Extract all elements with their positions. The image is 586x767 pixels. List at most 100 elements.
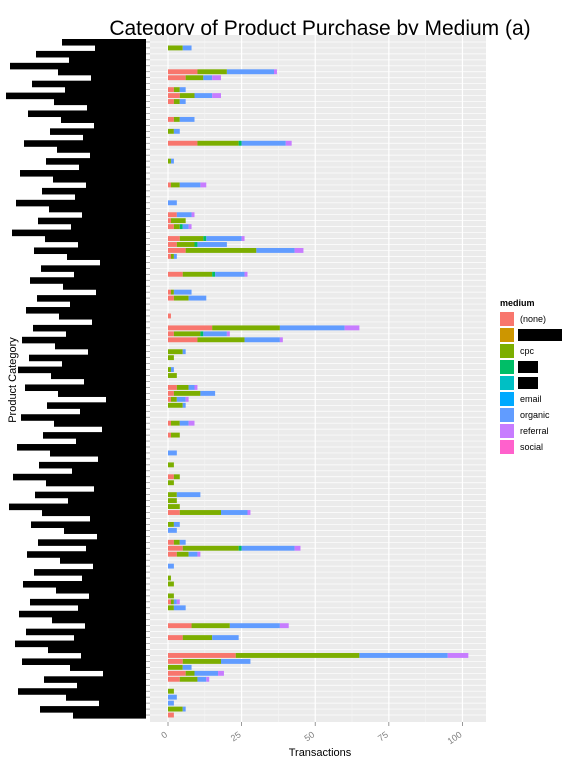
category-label-redacted [10, 62, 146, 70]
bar-segment-organic [200, 390, 216, 396]
bar-segment-organic [173, 289, 192, 295]
bar-segment-organic [176, 212, 192, 218]
bar-segment-organic [182, 706, 186, 712]
category-label-redacted [62, 39, 146, 46]
category-label-redacted [75, 193, 146, 201]
bar-segment-referral [241, 236, 245, 241]
category-label-redacted [22, 336, 146, 344]
x-tick-label: 0 [159, 729, 169, 740]
bar-segment-organic [226, 69, 274, 75]
bar-segment-cpc [182, 658, 221, 664]
bar-segment-organic [188, 551, 198, 557]
bar-segment-cpc2 [200, 331, 204, 337]
legend: medium (none) cpc email organic referral soci… [500, 298, 562, 454]
category-label-redacted [67, 253, 146, 260]
bar-segment-referral [200, 182, 207, 188]
category-label-redacted [77, 682, 146, 689]
category-label-redacted [69, 56, 146, 64]
legend-swatch [500, 328, 514, 342]
bar-segment-cpc [168, 462, 174, 468]
category-label-redacted [58, 68, 146, 76]
bar-segment-none [168, 658, 183, 664]
bar-segment-cpc [185, 670, 195, 676]
bar-segment-none [168, 599, 171, 605]
category-label-redacted [94, 485, 146, 493]
category-label-redacted [86, 181, 146, 189]
bar-segment-cpc [168, 45, 183, 51]
category-label-redacted [18, 366, 146, 374]
category-label-redacted [39, 461, 146, 469]
bar-segment-cpc [197, 337, 245, 343]
bar-segment-organic [176, 492, 201, 498]
category-label-redacted [15, 640, 146, 648]
bar-segment-none [168, 676, 180, 682]
legend-label: (none) [520, 314, 546, 324]
bar-segment-none [168, 212, 177, 218]
bar-segment-referral [212, 93, 221, 99]
bar-segment-none [168, 236, 180, 241]
bar-segment-cpc [168, 605, 174, 611]
bar-segment-referral [194, 384, 198, 390]
bar-segment-cpc [170, 396, 177, 402]
bar-segment-organic [168, 694, 177, 700]
category-label-redacted [66, 330, 146, 338]
bar-segment-cpc [168, 504, 180, 509]
bar-segment-organic [194, 670, 219, 676]
bar-segment-referral [344, 325, 360, 331]
category-label-redacted [64, 527, 146, 534]
bar-segment-organic [229, 623, 280, 629]
bar-segment-organic [221, 658, 251, 664]
category-label-redacted [34, 569, 146, 576]
bar-segment-none [168, 253, 171, 259]
bar-segment-referral [191, 212, 195, 218]
bar-segment-organic [215, 271, 245, 277]
bar-segment-cpc [168, 664, 183, 670]
category-label-redacted [31, 521, 146, 529]
bar-segment-referral [294, 545, 301, 551]
bar-segment-organic [188, 295, 207, 301]
category-label-redacted [26, 307, 146, 314]
category-label-redacted [38, 539, 146, 546]
bar-segment-referral [279, 337, 283, 343]
bar-segment-none [168, 432, 171, 438]
bar-segment-organic [173, 605, 186, 611]
category-label-redacted [52, 616, 146, 624]
bar-segment-none [168, 182, 171, 188]
bar-segment-cpc [173, 224, 180, 230]
bar-segment-none [168, 539, 174, 545]
bar-segment-organic [197, 242, 227, 247]
bar-segment-none [168, 337, 198, 343]
bar-segment-organic [168, 200, 177, 206]
category-label-redacted [65, 86, 146, 94]
bar-segment-referral [197, 551, 201, 557]
bar-segment-none [168, 474, 174, 480]
bar-segment-cpc [212, 325, 280, 331]
bar-segment-none [168, 99, 174, 104]
category-label-redacted [106, 396, 146, 403]
legend-label: referral [520, 426, 549, 436]
category-label-redacted [22, 658, 146, 665]
bar-segment-none [168, 653, 236, 658]
bar-segment-none [168, 218, 171, 224]
bar-segment-organic [203, 75, 213, 81]
y-axis-title: Product Category [7, 337, 19, 423]
legend-swatch [500, 408, 514, 422]
bar-segment-none [168, 224, 174, 230]
bar-segment-organic [168, 563, 174, 569]
category-label-redacted [74, 634, 146, 642]
bar-segment-cpc [179, 236, 204, 241]
bar-segment-cpc [179, 93, 195, 99]
bar-segment-none [168, 384, 177, 390]
bar-segment-none [168, 248, 186, 253]
bar-segment-referral [188, 420, 195, 426]
category-label-redacted [85, 622, 146, 630]
category-label-redacted [16, 199, 146, 207]
category-label-redacted [42, 187, 146, 195]
bar-segment-none [168, 390, 174, 396]
bar-segment-cpc [197, 69, 227, 75]
bar-segment-organic [168, 450, 177, 456]
bar-segment-none [168, 545, 183, 551]
x-tick-label: 100 [446, 729, 464, 746]
bar-segment-organic [182, 664, 192, 670]
legend-swatch [500, 312, 514, 326]
